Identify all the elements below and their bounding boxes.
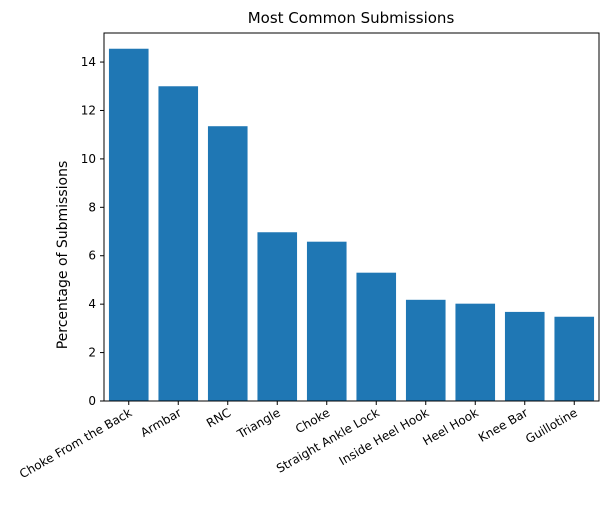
x-tick-label: Choke — [293, 405, 332, 436]
x-tick-label: Armbar — [138, 405, 184, 439]
y-tick-label: 10 — [81, 152, 96, 166]
y-tick-label: 0 — [88, 394, 96, 408]
bar-2 — [207, 126, 248, 402]
bar-0 — [108, 48, 149, 401]
bar-9 — [554, 316, 595, 401]
y-tick-label: 12 — [81, 103, 96, 117]
y-tick-label: 14 — [81, 55, 96, 69]
bar-6 — [405, 299, 446, 401]
y-tick-label: 6 — [88, 249, 96, 263]
x-tick-label: Choke From the Back — [17, 405, 134, 481]
x-tick-label: Inside Heel Hook — [337, 405, 432, 468]
x-tick-label: Guillotine — [523, 405, 580, 446]
x-tick-label: Triangle — [234, 405, 283, 441]
y-axis-label: Percentage of Submissions — [55, 161, 71, 350]
x-axis: Choke From the Back Armbar RNC Triangle Chok… — [17, 401, 580, 481]
y-tick-label: 8 — [88, 200, 96, 214]
bars-group — [108, 48, 595, 402]
y-tick-label: 4 — [88, 297, 96, 311]
bar-7 — [455, 303, 496, 401]
bar-3 — [257, 232, 298, 401]
plot-frame — [103, 32, 600, 402]
x-tick-label: RNC — [204, 405, 233, 430]
bar-4 — [306, 241, 347, 401]
bar-5 — [356, 272, 397, 401]
x-tick-label: Heel Hook — [420, 405, 480, 448]
y-tick-label: 2 — [88, 346, 96, 360]
bar-8 — [504, 311, 545, 401]
bar-1 — [158, 86, 199, 402]
x-tick-label: Knee Bar — [476, 405, 530, 444]
y-axis: 0 2 4 6 8 10 12 14 — [81, 55, 104, 408]
chart-title: Most Common Submissions — [248, 9, 455, 27]
